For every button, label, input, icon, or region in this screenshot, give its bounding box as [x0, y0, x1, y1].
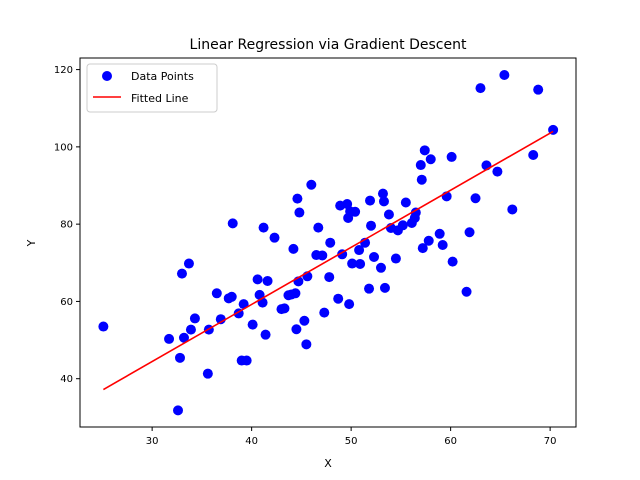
- data-point: [292, 193, 303, 204]
- data-point: [365, 195, 376, 206]
- data-point: [333, 293, 344, 304]
- data-point: [176, 268, 187, 279]
- data-point: [98, 321, 109, 332]
- data-point: [215, 314, 226, 325]
- data-point: [366, 220, 377, 231]
- data-point: [178, 332, 189, 343]
- data-point: [447, 256, 458, 267]
- data-point: [183, 258, 194, 269]
- data-point: [317, 250, 328, 261]
- data-point: [294, 207, 305, 218]
- data-point: [254, 289, 265, 300]
- x-axis-label: X: [324, 457, 332, 470]
- plot-area: 30 40 50 60 70 40 60 80 100 120: [54, 57, 577, 447]
- data-point: [257, 297, 268, 308]
- data-point: [288, 243, 299, 254]
- y-tick-label: 120: [54, 65, 73, 76]
- data-point: [377, 188, 388, 199]
- y-tick-label: 80: [60, 220, 73, 231]
- y-tick-label: 40: [60, 374, 73, 385]
- data-point: [211, 288, 222, 299]
- y-axis-label: Y: [25, 239, 38, 247]
- data-point: [347, 258, 358, 269]
- data-point: [269, 232, 280, 243]
- data-point: [262, 275, 273, 286]
- data-point: [369, 251, 380, 262]
- data-point: [379, 282, 390, 293]
- data-point: [446, 151, 457, 162]
- data-point: [533, 84, 544, 95]
- x-tick-label: 50: [345, 436, 358, 447]
- legend-label-data-points: Data Points: [131, 70, 194, 83]
- data-point: [252, 274, 263, 285]
- legend: Data Points Fitted Line: [86, 63, 218, 113]
- y-tick-label: 60: [60, 297, 73, 308]
- data-point: [189, 313, 200, 324]
- data-point: [475, 83, 486, 94]
- x-tick-label: 40: [245, 436, 258, 447]
- x-tick-label: 60: [444, 436, 457, 447]
- data-point: [260, 329, 271, 340]
- x-tick-label: 30: [146, 436, 159, 447]
- data-point: [434, 228, 445, 239]
- y-tick-label: 100: [54, 142, 73, 153]
- data-point: [227, 218, 238, 229]
- data-point: [417, 243, 428, 254]
- data-point: [375, 262, 386, 273]
- legend-marker-data-points: [102, 71, 112, 81]
- data-point: [325, 237, 336, 248]
- data-point: [437, 240, 448, 251]
- data-point: [378, 196, 389, 207]
- data-point: [416, 174, 427, 185]
- data-point: [419, 145, 430, 156]
- data-point: [507, 204, 518, 215]
- data-point: [313, 222, 324, 233]
- data-point: [364, 283, 375, 294]
- data-point: [241, 355, 252, 366]
- data-point: [355, 258, 366, 269]
- data-point: [470, 193, 481, 204]
- data-point: [461, 286, 472, 297]
- data-point: [173, 405, 184, 416]
- data-point: [528, 149, 539, 160]
- data-point: [258, 222, 269, 233]
- data-point: [306, 179, 317, 190]
- data-point: [164, 333, 175, 344]
- data-point: [464, 227, 475, 238]
- data-point: [425, 154, 436, 165]
- data-point: [226, 291, 237, 302]
- data-point: [415, 160, 426, 171]
- data-point: [299, 315, 310, 326]
- legend-label-fitted-line: Fitted Line: [131, 92, 189, 105]
- data-point: [383, 209, 394, 220]
- data-point: [301, 339, 312, 350]
- data-point: [354, 245, 365, 256]
- data-point: [291, 324, 302, 335]
- data-point: [202, 368, 213, 379]
- axes-frame: [79, 57, 577, 428]
- data-point: [238, 299, 249, 310]
- legend-frame: [86, 63, 218, 113]
- data-point: [499, 70, 510, 81]
- data-point: [319, 307, 330, 318]
- data-point: [397, 220, 408, 231]
- data-point: [174, 352, 185, 363]
- data-point: [423, 235, 434, 246]
- data-point: [185, 324, 196, 335]
- data-point: [350, 206, 361, 217]
- data-point: [247, 319, 258, 330]
- data-point: [324, 272, 335, 283]
- chart-title: Linear Regression via Gradient Descent: [190, 37, 467, 53]
- data-point: [410, 207, 421, 218]
- x-tick-label: 70: [544, 436, 557, 447]
- data-point: [279, 303, 290, 314]
- data-point: [344, 299, 355, 310]
- data-point: [400, 197, 411, 208]
- data-point: [290, 288, 301, 299]
- fitted-line: [102, 130, 554, 391]
- data-point: [390, 253, 401, 264]
- data-point: [492, 166, 503, 177]
